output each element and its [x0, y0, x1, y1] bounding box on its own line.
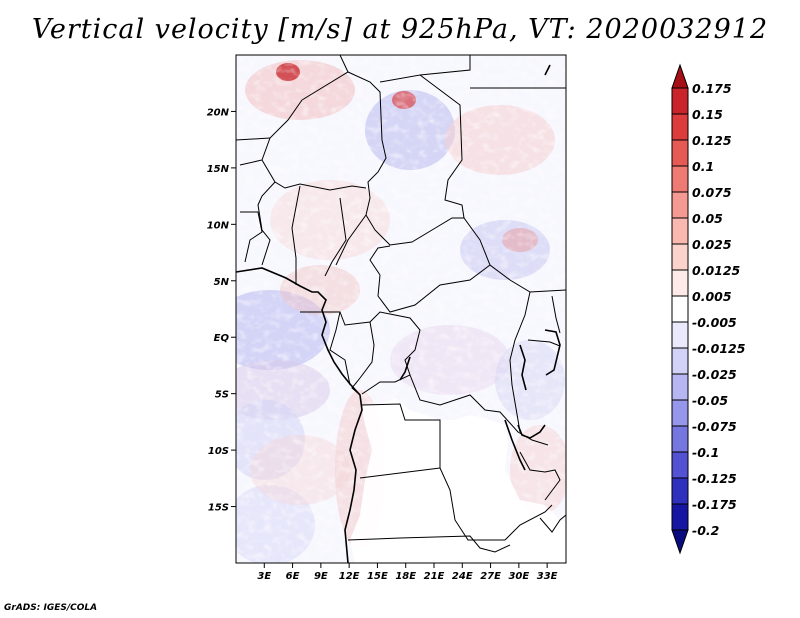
plot-title: Vertical velocity [m/s] at 925hPa, VT: 2…	[31, 14, 769, 45]
colorbar-segment	[671, 399, 689, 427]
colorbar-segment	[671, 243, 689, 271]
velocity-field	[236, 55, 566, 563]
colorbar-label: -0.075	[692, 419, 737, 434]
grads-credit: GrADS: IGES/COLA	[4, 603, 98, 613]
lat-tick-label: 10S	[208, 446, 229, 457]
colorbar-segment	[671, 87, 689, 115]
colorbar-segment	[671, 165, 689, 193]
colorbar-segment	[671, 477, 689, 505]
lat-tick-label: 10N	[207, 220, 230, 231]
colorbar-label: 0.005	[692, 289, 732, 304]
colorbar-segment	[671, 373, 689, 401]
colorbar-label: 0.025	[692, 237, 732, 252]
colorbar-segment	[671, 347, 689, 375]
colorbar-label: -0.2	[692, 523, 719, 538]
lon-tick-label: 15E	[367, 571, 388, 582]
longitude-axis: 3E 6E 9E 12E 15E 18E 21E 24E 27E 30E 33E	[257, 563, 558, 582]
colorbar-label: 0.05	[692, 211, 723, 226]
colorbar-segment	[671, 113, 689, 141]
lon-tick-label: 12E	[339, 571, 360, 582]
lat-tick-label: 20N	[207, 107, 230, 118]
colorbar-label: -0.175	[692, 497, 737, 512]
colorbar-top-arrow	[671, 63, 689, 89]
lon-tick-label: 9E	[314, 571, 328, 582]
lon-tick-label: 33E	[537, 571, 558, 582]
colorbar-label: 0.075	[692, 185, 732, 200]
map-area	[235, 54, 567, 564]
map-frame	[235, 54, 567, 564]
colorbar-bottom-arrow	[671, 529, 689, 555]
colorbar-segment	[671, 425, 689, 453]
colorbar-segment	[671, 269, 689, 297]
colorbar-label: 0.125	[692, 133, 732, 148]
lon-tick-label: 3E	[257, 571, 271, 582]
lat-tick-label: 15S	[208, 503, 229, 514]
colorbar-label: 0.175	[692, 81, 732, 96]
colorbar: 0.175 0.15 0.125 0.1 0.075 0.05 0.025 0.0125 0.0…	[671, 63, 746, 555]
lon-tick-label: 6E	[286, 571, 300, 582]
colorbar-label: -0.025	[692, 367, 737, 382]
colorbar-label: -0.1	[692, 445, 719, 460]
lat-tick-label: EQ	[214, 333, 230, 344]
lon-tick-label: 18E	[395, 571, 416, 582]
colorbar-label: -0.125	[692, 471, 737, 486]
lon-tick-label: 21E	[424, 571, 445, 582]
lat-tick-label: 15N	[207, 164, 230, 175]
colorbar-label: 0.1	[692, 159, 714, 174]
coastlines	[236, 64, 561, 563]
lat-tick-label: 5N	[214, 277, 230, 288]
colorbar-segment	[671, 191, 689, 219]
colorbar-label: 0.15	[692, 107, 723, 122]
lat-tick-label: 5S	[215, 390, 229, 401]
colorbar-label: -0.05	[692, 393, 728, 408]
lon-tick-label: 27E	[480, 571, 501, 582]
colorbar-label: -0.005	[692, 315, 737, 330]
colorbar-segment	[671, 503, 689, 531]
lon-tick-label: 24E	[452, 571, 473, 582]
colorbar-label: -0.0125	[692, 341, 746, 356]
colorbar-segment	[671, 321, 689, 349]
latitude-axis: 20N 15N 10N 5N EQ 5S 10S 15S	[207, 107, 236, 514]
colorbar-label: 0.0125	[692, 263, 741, 278]
colorbar-segment	[671, 217, 689, 245]
colorbar-segment	[671, 139, 689, 167]
colorbar-segment	[671, 451, 689, 479]
colorbar-segment	[671, 295, 689, 323]
lon-tick-label: 30E	[508, 571, 529, 582]
